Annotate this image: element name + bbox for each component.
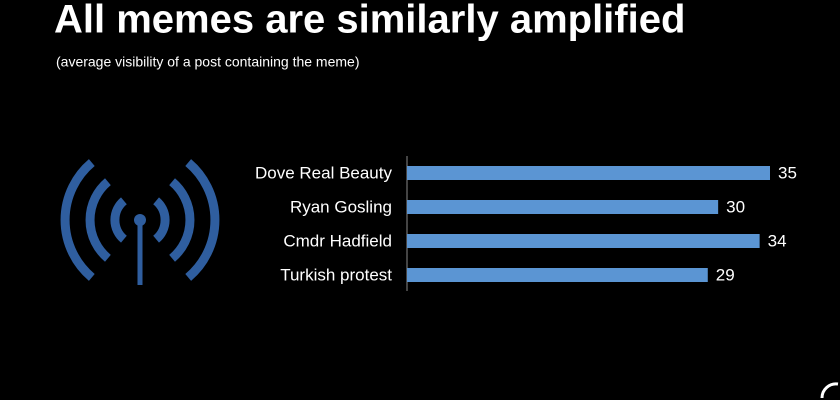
category-label: Ryan Gosling: [290, 197, 392, 216]
radio-icon: [60, 159, 220, 285]
chart-title: All memes are similarly amplified: [54, 0, 685, 42]
value-label: 29: [716, 265, 735, 284]
category-label: Dove Real Beauty: [255, 163, 393, 182]
category-label: Turkish protest: [280, 265, 392, 284]
bar: [407, 200, 719, 214]
value-label: 35: [778, 163, 797, 182]
icon-arc: [169, 178, 195, 262]
icon-arc: [110, 197, 128, 243]
value-label: 34: [768, 231, 787, 250]
chart-subtitle: (average visibility of a post containing…: [56, 54, 359, 70]
icon-dot: [134, 214, 146, 226]
bar: [407, 234, 760, 248]
bar: [407, 268, 708, 282]
category-label: Cmdr Hadfield: [283, 231, 392, 250]
logo: [820, 382, 839, 399]
icon-arc: [60, 159, 95, 281]
icon-arc: [185, 159, 220, 281]
icon-arc: [152, 197, 170, 243]
bar: [407, 166, 770, 180]
value-label: 30: [726, 197, 745, 216]
icon-arc: [85, 178, 111, 262]
